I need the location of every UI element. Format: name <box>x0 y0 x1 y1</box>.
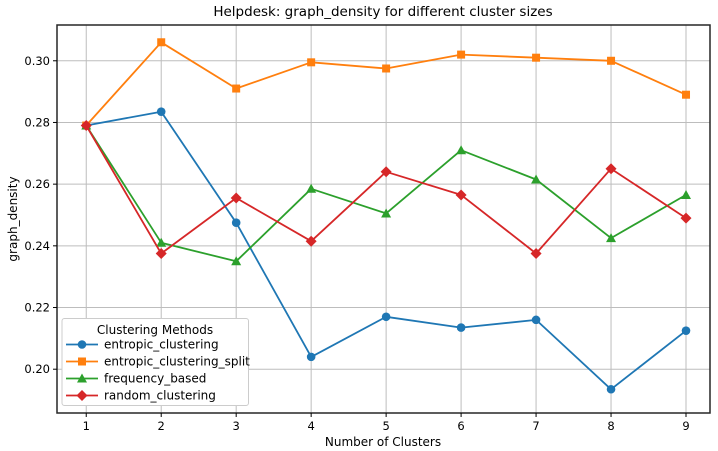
series-entropic_clustering_split-marker <box>307 58 316 67</box>
series-random_clustering-marker <box>530 248 542 260</box>
x-tick-label: 9 <box>682 419 689 433</box>
series-entropic_clustering-marker <box>381 312 391 322</box>
series-random_clustering-marker <box>155 248 167 260</box>
legend-triangle-icon <box>77 373 87 383</box>
series-entropic_clustering_split-marker <box>232 84 241 93</box>
series-random_clustering-marker <box>680 212 692 224</box>
y-tick-label: 0.22 <box>24 301 50 315</box>
legend-square-icon <box>78 357 86 366</box>
series-frequency_based-marker <box>156 237 167 247</box>
y-axis-label: graph_density <box>6 176 20 261</box>
x-tick-label: 1 <box>83 419 90 433</box>
series-entropic_clustering_split-marker <box>607 56 616 65</box>
series-random_clustering-marker <box>455 189 467 201</box>
series-random_clustering-marker <box>80 120 92 132</box>
series-entropic_clustering_split-marker <box>457 50 466 59</box>
legend-entry-label: random_clustering <box>104 389 216 403</box>
series-entropic_clustering_split-marker <box>682 90 691 99</box>
chart-title: Helpdesk: graph_density for different cl… <box>213 4 552 20</box>
legend-diamond-icon <box>76 390 88 401</box>
x-axis-label: Number of Clusters <box>325 435 441 449</box>
legend-entry: entropic_clustering <box>66 338 219 352</box>
plot-border <box>56 24 711 414</box>
series-frequency_based-marker <box>381 208 392 218</box>
series-random_clustering-marker <box>305 235 317 247</box>
series-entropic_clustering-marker <box>531 315 541 325</box>
y-tick-label: 0.20 <box>24 362 50 376</box>
legend-entry-label: frequency_based <box>104 372 206 386</box>
x-tick-label: 5 <box>382 419 389 433</box>
series-frequency_based-marker <box>531 174 542 184</box>
series-frequency_based-marker <box>456 145 467 155</box>
series-random_clustering-marker <box>230 192 242 204</box>
series-random_clustering-marker <box>380 166 392 178</box>
y-tick-label: 0.26 <box>24 177 50 191</box>
series-frequency_based-marker <box>606 233 617 243</box>
legend-box <box>61 318 249 406</box>
x-tick-label: 4 <box>307 419 314 433</box>
x-tick-label: 2 <box>158 419 165 433</box>
series-entropic_clustering-marker <box>681 326 691 335</box>
series-frequency_based-marker <box>231 256 242 266</box>
legend-entry-label: entropic_clustering_split <box>104 355 250 369</box>
x-tick-label: 3 <box>233 419 240 433</box>
legend-entry: entropic_clustering_split <box>66 355 250 369</box>
series-entropic_clustering_split-marker <box>382 64 391 73</box>
x-tick-label: 7 <box>532 419 539 433</box>
series-entropic_clustering-marker <box>606 384 616 394</box>
legend-entry-label: entropic_clustering <box>104 338 219 352</box>
series-entropic_clustering_split-marker <box>157 38 166 47</box>
series-frequency_based-marker <box>306 183 317 193</box>
legend-circle-icon <box>77 340 87 349</box>
legend-entry: frequency_based <box>66 372 206 386</box>
y-tick-label: 0.30 <box>24 54 50 68</box>
legend-entry: random_clustering <box>66 389 216 403</box>
series-entropic_clustering-marker <box>456 323 466 332</box>
series-entropic_clustering-marker <box>306 352 316 362</box>
x-tick-label: 8 <box>607 419 614 433</box>
series-random_clustering-marker <box>605 163 617 175</box>
y-tick-label: 0.24 <box>24 239 50 253</box>
y-tick-label: 0.28 <box>24 115 50 129</box>
series-entropic_clustering-marker <box>156 107 166 116</box>
plot-area: 1 2 3 4 5 6 7 8 9 0.20 0.22 0.24 0.26 0.28 0.30 <box>24 24 711 433</box>
series-entropic_clustering-marker <box>231 218 241 228</box>
series-frequency_based-marker <box>681 189 692 199</box>
legend: entropic_clustering entropic_clustering_s… <box>61 318 250 406</box>
x-tick-label: 6 <box>457 419 464 433</box>
series-entropic_clustering_split-marker <box>532 53 541 62</box>
legend-title: Clustering Methods <box>97 323 213 337</box>
